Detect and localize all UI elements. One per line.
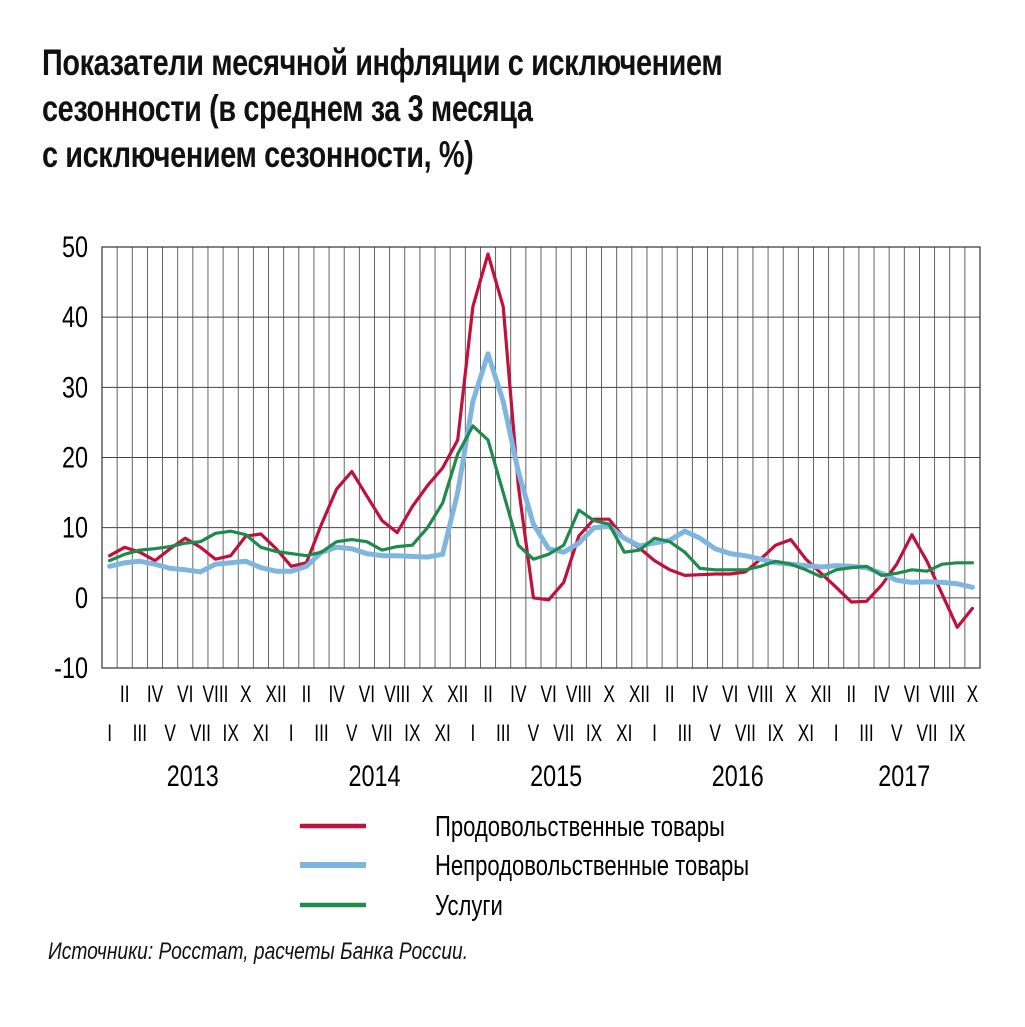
- series-line-3: [107, 424, 975, 579]
- month-tick-label: VII: [553, 720, 574, 746]
- y-tick-label: 30: [62, 371, 88, 404]
- month-tick-label: VI: [904, 681, 920, 707]
- month-tick-label: V: [891, 720, 903, 746]
- month-tick-label: II: [665, 681, 675, 707]
- year-tick-label: 2017: [878, 759, 930, 792]
- month-tick-label: I: [652, 720, 657, 746]
- month-tick-label: VII: [916, 720, 937, 746]
- month-tick-label: VIII: [929, 681, 955, 707]
- grid: [101, 246, 981, 669]
- chart-title-line-3: с исключением сезонности, %): [42, 134, 474, 175]
- month-tick-label: V: [709, 720, 721, 746]
- month-tick-label: VI: [177, 681, 193, 707]
- legend-label-1: Продовольственные товары: [435, 811, 725, 843]
- series-lines: [107, 252, 975, 629]
- month-tick-label: X: [785, 681, 797, 707]
- month-tick-label: VII: [372, 720, 393, 746]
- month-tick-label: X: [967, 681, 979, 707]
- legend: Продовольственные товары Непродовольствен…: [300, 811, 749, 922]
- legend-label-3: Услуги: [435, 890, 503, 922]
- month-tick-label: IV: [510, 681, 526, 707]
- month-tick-label: II: [846, 681, 856, 707]
- month-tick-label: I: [834, 720, 839, 746]
- month-tick-label: V: [528, 720, 540, 746]
- month-tick-label: IX: [949, 720, 965, 746]
- month-tick-label: IX: [223, 720, 239, 746]
- month-tick-label: II: [483, 681, 493, 707]
- month-tick-label: IX: [586, 720, 602, 746]
- month-tick-label: X: [422, 681, 434, 707]
- month-tick-label: VII: [190, 720, 211, 746]
- month-tick-label: III: [678, 720, 692, 746]
- y-tick-label: -10: [54, 651, 88, 684]
- month-tick-label: XII: [447, 681, 468, 707]
- month-tick-label: XI: [616, 720, 632, 746]
- month-tick-label: VIII: [203, 681, 229, 707]
- month-tick-label: IV: [328, 681, 344, 707]
- month-tick-label: II: [302, 681, 312, 707]
- month-tick-label: I: [107, 720, 112, 746]
- month-tick-label: XI: [253, 720, 269, 746]
- month-tick-label: XII: [811, 681, 832, 707]
- series-line-1: [107, 252, 975, 629]
- month-tick-label: XI: [434, 720, 450, 746]
- month-tick-label: IV: [873, 681, 889, 707]
- month-tick-label: IV: [147, 681, 163, 707]
- y-tick-label: 10: [62, 511, 88, 544]
- month-tick-label: II: [120, 681, 130, 707]
- series-line-2: [107, 351, 975, 590]
- month-tick-label: X: [603, 681, 615, 707]
- month-tick-label: VIII: [566, 681, 592, 707]
- month-tick-label: VI: [540, 681, 556, 707]
- source-note: Источники: Росстат, расчеты Банка России…: [48, 938, 469, 965]
- month-tick-label: X: [240, 681, 252, 707]
- month-tick-label: XI: [798, 720, 814, 746]
- month-tick-label: III: [496, 720, 510, 746]
- axes: -1001020304050IIIIIIIVVVIVIIVIIIIXXXIXII…: [54, 230, 978, 792]
- month-tick-label: III: [314, 720, 328, 746]
- plot-frame: [101, 246, 981, 669]
- month-tick-label: XII: [629, 681, 650, 707]
- month-tick-label: IX: [767, 720, 783, 746]
- chart-title: Показатели месячной инфляции с исключени…: [42, 40, 744, 178]
- month-tick-label: III: [859, 720, 873, 746]
- y-tick-label: 50: [62, 230, 88, 263]
- month-tick-label: IV: [692, 681, 708, 707]
- month-tick-label: III: [133, 720, 147, 746]
- month-tick-label: VI: [722, 681, 738, 707]
- chart-title-line-2: сезонности (в среднем за 3 месяца: [42, 88, 533, 129]
- month-tick-label: XII: [266, 681, 287, 707]
- month-tick-label: VI: [359, 681, 375, 707]
- month-tick-label: VII: [735, 720, 756, 746]
- year-tick-label: 2015: [530, 759, 582, 792]
- legend-label-2: Непродовольственные товары: [435, 850, 749, 882]
- month-tick-label: V: [164, 720, 176, 746]
- month-tick-label: V: [346, 720, 358, 746]
- month-tick-label: IX: [404, 720, 420, 746]
- month-tick-label: I: [470, 720, 475, 746]
- chart-title-line-1: Показатели месячной инфляции с исключени…: [42, 42, 723, 83]
- month-tick-label: VIII: [748, 681, 774, 707]
- y-tick-label: 20: [62, 441, 88, 474]
- y-tick-label: 0: [75, 581, 88, 614]
- y-tick-label: 40: [62, 300, 88, 333]
- month-tick-label: I: [289, 720, 294, 746]
- year-tick-label: 2016: [712, 759, 764, 792]
- year-tick-label: 2014: [348, 759, 400, 792]
- month-tick-label: VIII: [384, 681, 410, 707]
- year-tick-label: 2013: [167, 759, 219, 792]
